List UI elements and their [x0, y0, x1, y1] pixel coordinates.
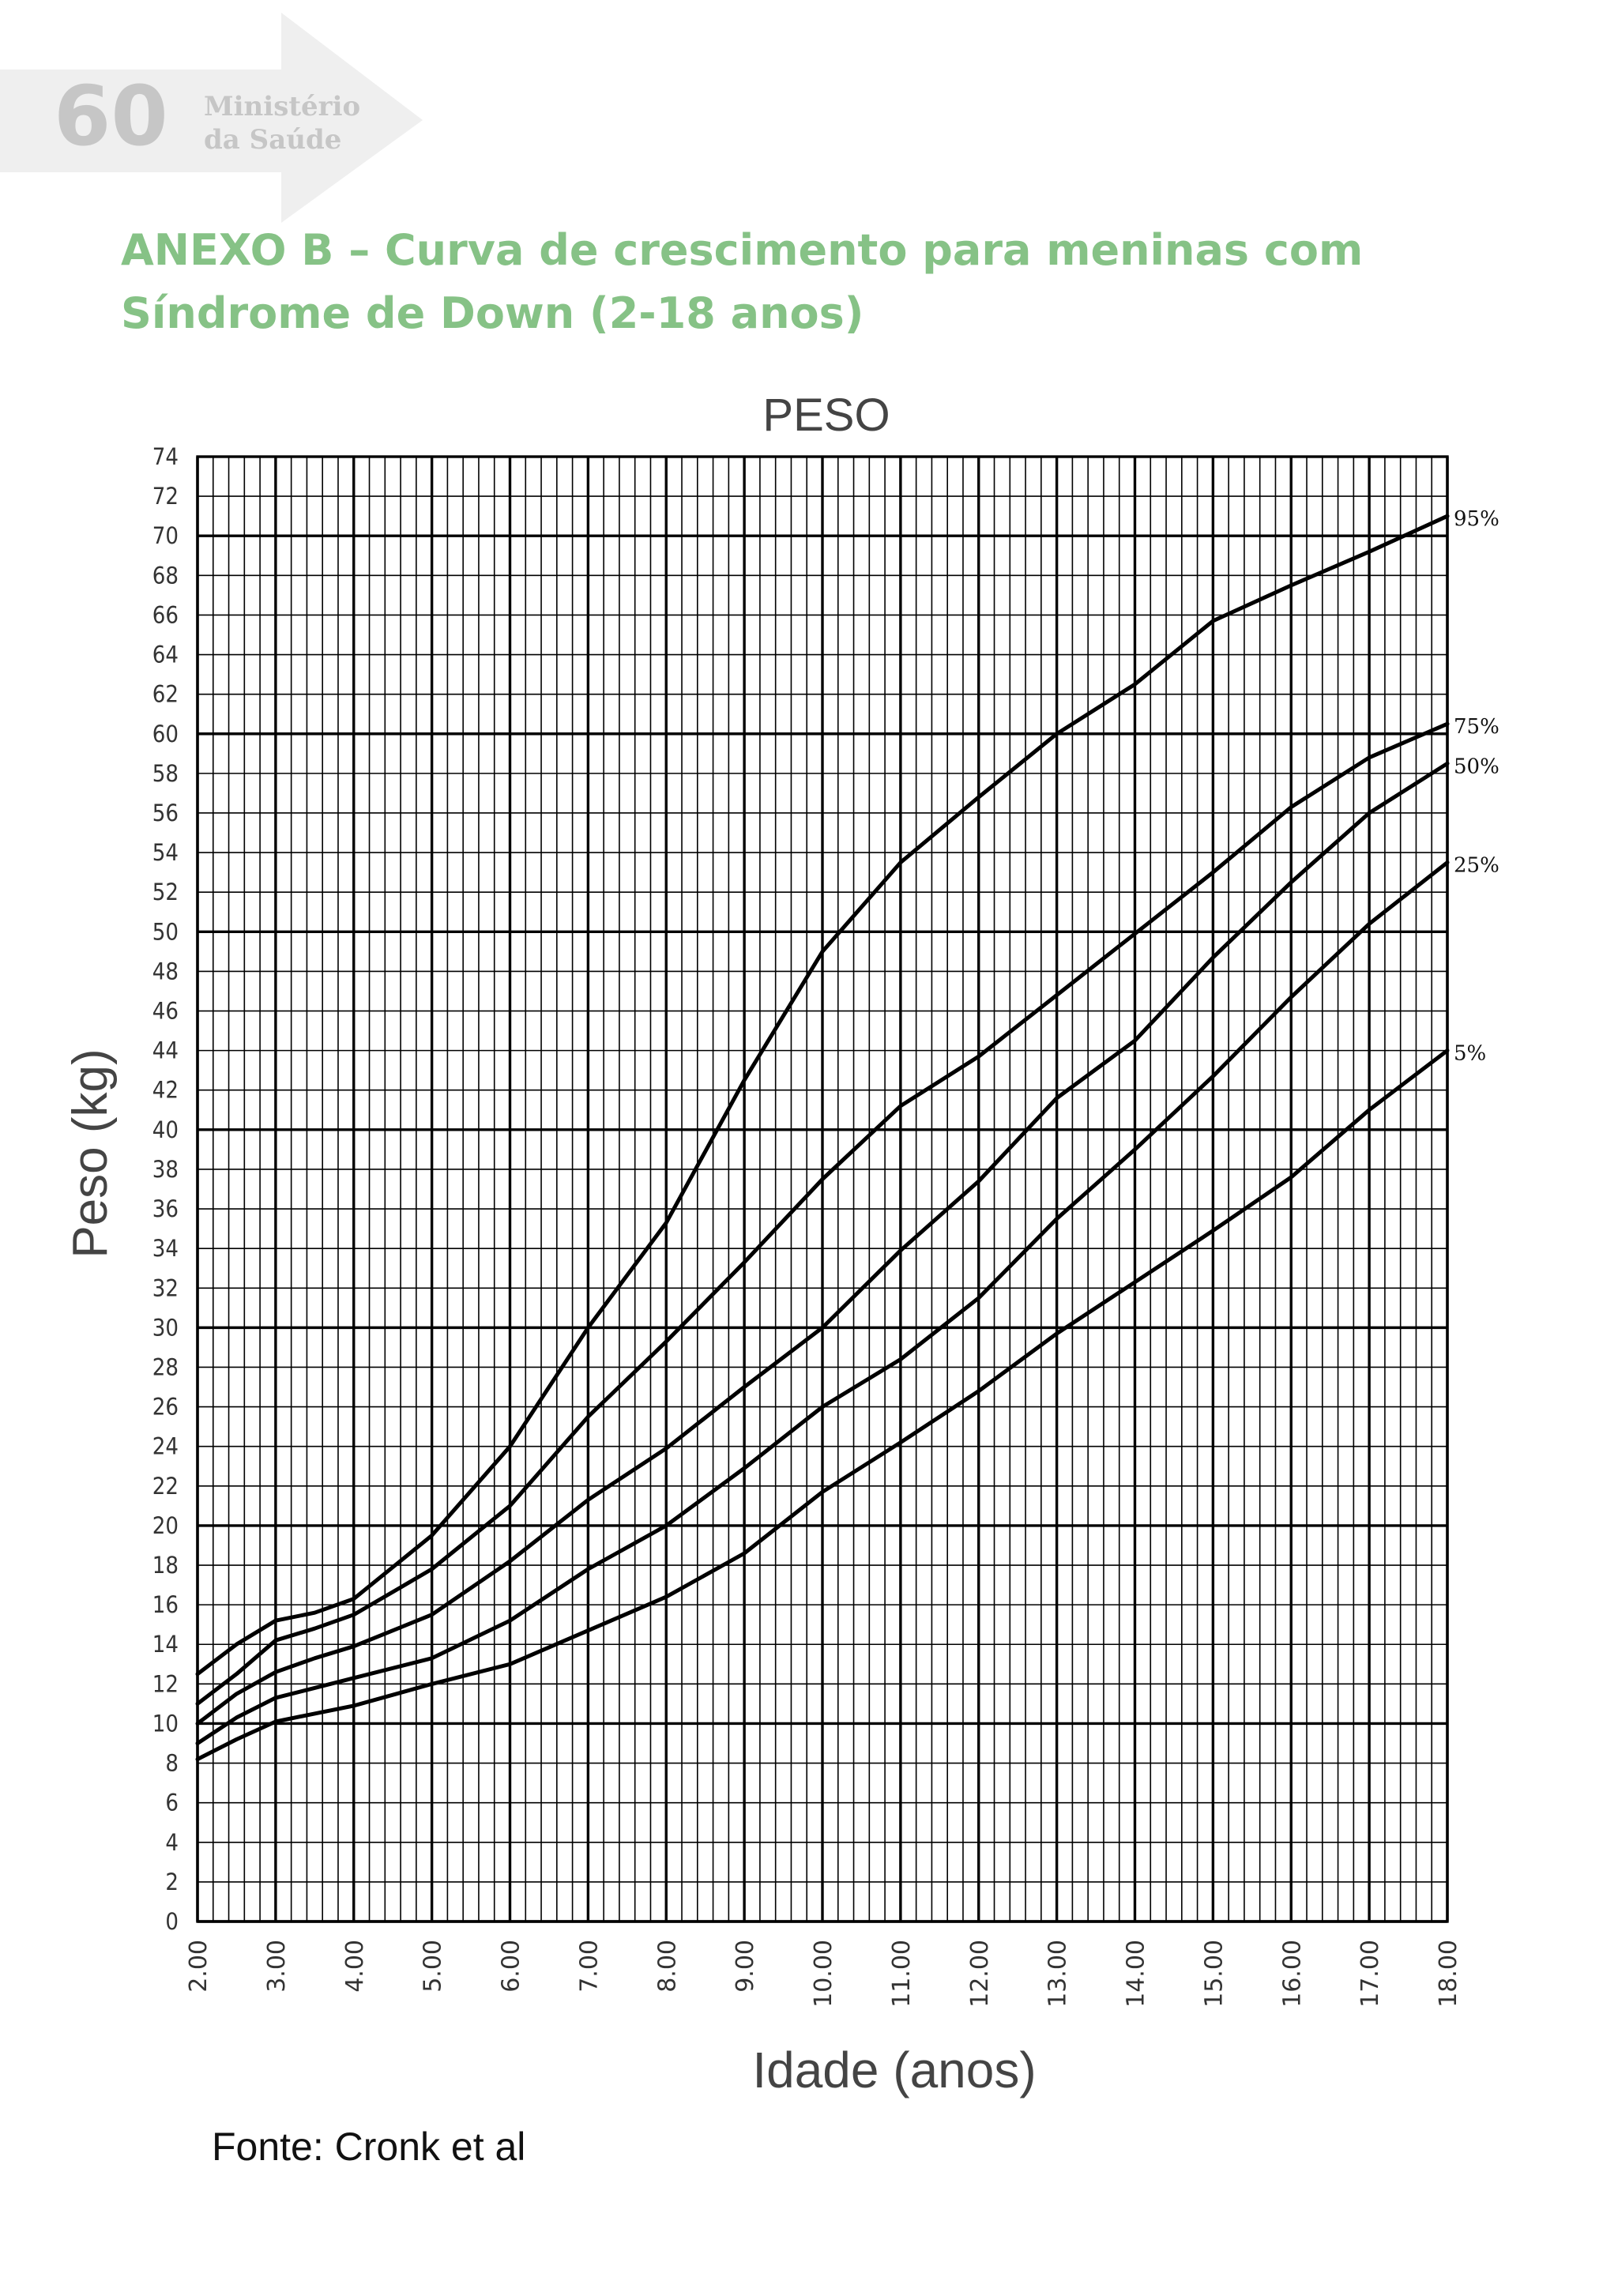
x-tick-label: 6.00	[498, 1940, 525, 1993]
y-tick-label: 48	[152, 958, 179, 984]
y-tick-label: 20	[152, 1512, 179, 1539]
y-tick-label: 42	[152, 1077, 179, 1104]
y-tick-label: 46	[152, 998, 179, 1025]
y-tick-label: 22	[152, 1473, 179, 1500]
percentile-curve	[195, 514, 1450, 1677]
y-tick-label: 54	[152, 839, 179, 866]
percentile-label: 95%	[1454, 507, 1499, 531]
y-tick-label: 74	[152, 443, 179, 470]
y-tick-label: 32	[152, 1274, 179, 1301]
page-number: 60	[54, 68, 168, 164]
x-tick-label: 10.00	[810, 1940, 837, 2008]
page-title-line2: Síndrome de Down (2-18 anos)	[121, 288, 864, 338]
x-tick-label: 17.00	[1356, 1940, 1384, 2008]
plot-frame	[196, 455, 1449, 1923]
x-tick-label: 4.00	[341, 1940, 369, 1993]
y-tick-label: 64	[152, 642, 179, 668]
percentile-curve	[195, 721, 1450, 1706]
y-tick-label: 38	[152, 1156, 179, 1183]
y-axis-ticks: 0246810121416182022242628303234363840424…	[152, 443, 179, 1935]
y-tick-label: 12	[152, 1670, 179, 1697]
y-tick-label: 28	[152, 1353, 179, 1380]
y-tick-label: 72	[152, 483, 179, 510]
x-tick-label: 14.00	[1123, 1940, 1150, 2008]
y-tick-label: 14	[152, 1631, 179, 1658]
percentile-curve	[195, 860, 1450, 1745]
x-axis-ticks: 2.00 3.00 4.00 5.00 6.00 7.00 8.00 9.00 10.00 11.…	[185, 1940, 1462, 2008]
y-tick-label: 70	[152, 522, 179, 549]
percentile-curve	[195, 761, 1450, 1726]
y-tick-label: 34	[152, 1235, 179, 1262]
y-tick-label: 66	[152, 601, 179, 628]
chart-title: PESO	[762, 390, 890, 441]
y-tick-label: 24	[152, 1433, 179, 1460]
y-tick-label: 44	[152, 1037, 179, 1064]
percentile-labels: 95% 75% 50% 25% 5%	[1454, 507, 1499, 1065]
x-tick-label: 8.00	[653, 1940, 681, 1993]
x-tick-label: 5.00	[420, 1940, 447, 1993]
x-tick-label: 2.00	[185, 1940, 213, 1993]
y-tick-label: 10	[152, 1710, 179, 1737]
x-tick-label: 7.00	[575, 1940, 603, 1993]
header-arrow-shape	[0, 13, 423, 223]
ministry-name-line1: Ministério	[204, 91, 361, 122]
page-title-line1: ANEXO B – Curva de crescimento para meni…	[121, 225, 1364, 275]
percentile-curves	[195, 514, 1450, 1762]
y-tick-label: 40	[152, 1116, 179, 1143]
x-tick-label: 16.00	[1278, 1940, 1306, 2008]
y-tick-label: 62	[152, 681, 179, 708]
y-tick-label: 30	[152, 1314, 179, 1341]
y-tick-label: 18	[152, 1552, 179, 1579]
y-tick-label: 8	[165, 1750, 179, 1777]
x-tick-label: 11.00	[888, 1940, 916, 2008]
x-tick-label: 12.00	[966, 1940, 994, 2008]
grid-lines	[196, 455, 1449, 1923]
x-tick-label: 3.00	[263, 1940, 291, 1993]
x-tick-label: 15.00	[1200, 1940, 1228, 2008]
y-tick-label: 6	[165, 1790, 179, 1816]
y-tick-label: 60	[152, 721, 179, 747]
y-tick-label: 68	[152, 562, 179, 589]
x-tick-label: 18.00	[1435, 1940, 1462, 2008]
y-tick-label: 58	[152, 760, 179, 787]
y-tick-label: 2	[165, 1869, 179, 1895]
y-tick-label: 50	[152, 918, 179, 945]
percentile-label: 5%	[1454, 1042, 1486, 1066]
percentile-label: 75%	[1454, 715, 1499, 739]
percentile-label: 50%	[1454, 755, 1499, 778]
y-axis-label: Peso (kg)	[63, 1048, 118, 1258]
source-note: Fonte: Cronk et al	[212, 2125, 526, 2169]
x-tick-label: 13.00	[1044, 1940, 1072, 2008]
y-tick-label: 0	[165, 1908, 179, 1935]
percentile-curve	[195, 1048, 1450, 1762]
x-axis-label: Idade (anos)	[752, 2042, 1036, 2098]
y-tick-label: 16	[152, 1591, 179, 1618]
y-tick-label: 4	[165, 1829, 179, 1856]
y-tick-label: 56	[152, 800, 179, 826]
header-arrow-band	[0, 13, 423, 223]
percentile-label: 25%	[1454, 854, 1499, 878]
ministry-name-line2: da Saúde	[204, 124, 342, 156]
y-tick-label: 36	[152, 1195, 179, 1222]
y-tick-label: 52	[152, 879, 179, 905]
x-tick-label: 9.00	[732, 1940, 759, 1993]
y-tick-label: 26	[152, 1394, 179, 1421]
